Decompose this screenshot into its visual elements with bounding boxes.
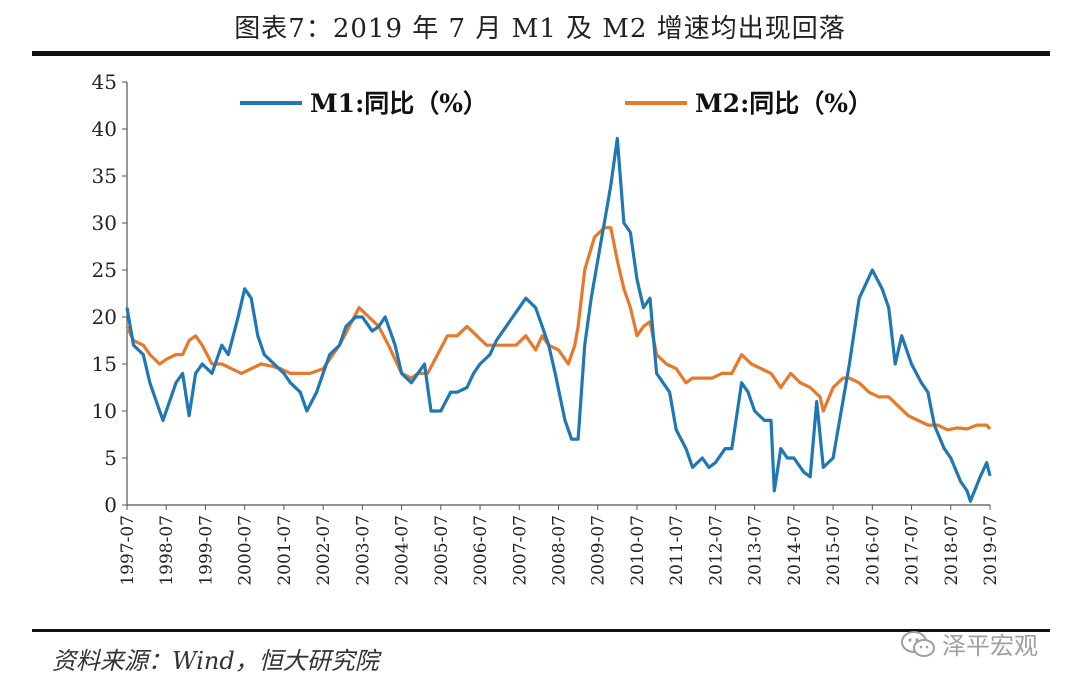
x-tick-label: 2010-07 (628, 515, 648, 586)
watermark: 泽平宏观 (900, 626, 1038, 661)
y-tick-label: 30 (92, 211, 117, 235)
x-tick-label: 2017-07 (903, 515, 923, 586)
title-rule (32, 51, 1050, 56)
x-tick-label: 2005-07 (432, 515, 452, 586)
y-tick-label: 40 (92, 117, 117, 141)
x-tick-label: 1999-07 (196, 515, 216, 586)
source-note: 资料来源：Wind，恒大研究院 (52, 647, 379, 675)
x-tick-label: 2008-07 (550, 515, 570, 586)
x-tick-label: 2013-07 (746, 515, 766, 586)
x-tick-label: 2012-07 (706, 515, 726, 586)
x-tick-label: 1998-07 (157, 515, 177, 586)
x-tick-label: 2016-07 (863, 515, 883, 586)
y-tick-label: 5 (104, 446, 117, 470)
legend-label-m1: M1:同比（%） (310, 89, 488, 118)
x-tick-label: 1997-07 (118, 515, 138, 586)
footer-rule (32, 629, 1050, 632)
x-tick-label: 2015-07 (824, 515, 844, 586)
chart-series (125, 136, 992, 503)
wechat-icon (901, 630, 935, 657)
chart-axes: 0 5 10 15 20 25 30 35 40 45 1997-07 1998-07 1999-07 2… (92, 70, 1001, 586)
y-tick-label: 45 (92, 70, 117, 94)
y-tick-label: 25 (92, 258, 117, 282)
legend-label-m2: M2:同比（%） (695, 89, 873, 118)
watermark-text: 泽平宏观 (942, 632, 1038, 660)
y-tick-label: 0 (104, 493, 117, 517)
line-chart: 0 5 10 15 20 25 30 35 40 45 1997-07 1998-07 1999-07 2… (92, 70, 1001, 586)
x-tick-label: 2014-07 (785, 515, 805, 586)
chart-legend: M1:同比（%） M2:同比（%） (240, 89, 873, 118)
x-tick-label: 2004-07 (393, 515, 413, 586)
x-tick-label: 2007-07 (510, 515, 530, 586)
x-tick-label: 2018-07 (942, 515, 962, 586)
x-tick-label: 2002-07 (314, 515, 334, 586)
y-tick-label: 10 (92, 399, 117, 423)
x-tick-label: 2001-07 (275, 515, 295, 586)
x-tick-label: 2006-07 (471, 515, 491, 586)
y-tick-label: 35 (92, 164, 117, 188)
y-tick-label: 15 (92, 352, 117, 376)
x-tick-label: 2000-07 (236, 515, 256, 586)
x-tick-label: 2011-07 (667, 515, 687, 586)
x-tick-label: 2019-07 (981, 515, 1001, 586)
m2-series-line (125, 226, 992, 432)
x-tick-label: 2003-07 (353, 515, 373, 586)
x-tick-label: 2009-07 (589, 515, 609, 586)
y-tick-label: 20 (92, 305, 117, 329)
chart-title: 图表7：2019 年 7 月 M1 及 M2 增速均出现回落 (234, 14, 846, 44)
m1-series-line (125, 136, 992, 503)
